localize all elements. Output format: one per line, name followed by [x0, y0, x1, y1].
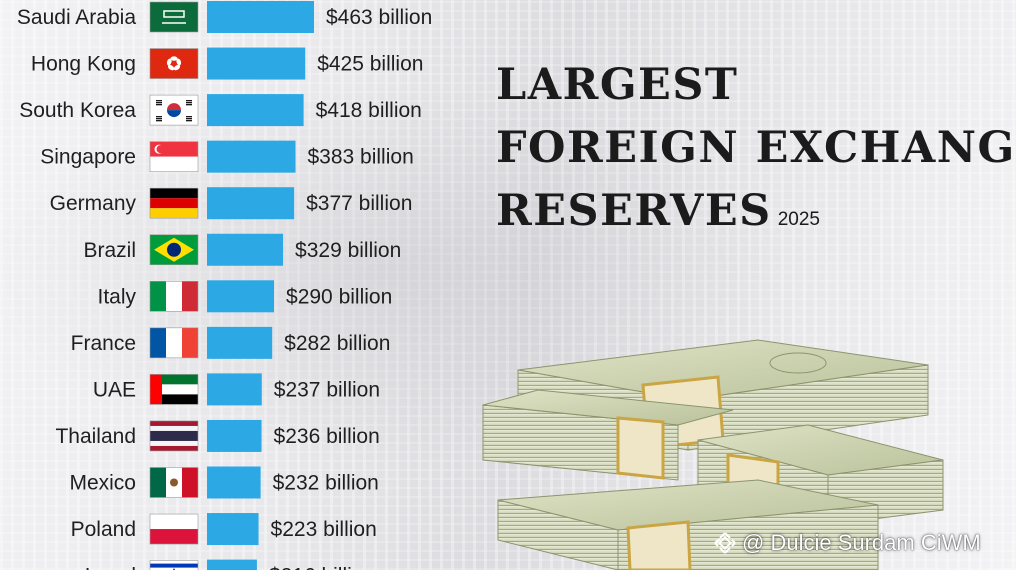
- uae-flag: [149, 374, 199, 405]
- country-label-saudi-arabia: Saudi Arabia: [17, 6, 136, 29]
- chart-row-south-korea: South Korea $418 billion: [19, 94, 422, 127]
- bar-poland: [207, 513, 259, 546]
- value-label-france: $282 billion: [284, 332, 390, 355]
- value-label-singapore: $383 billion: [308, 146, 414, 169]
- country-label-south-korea: South Korea: [19, 99, 136, 122]
- bar-hong-kong: [207, 47, 306, 80]
- money-stack-bottom: [497, 479, 879, 570]
- value-label-hong-kong: $425 billion: [317, 53, 423, 76]
- saudi-arabia-flag: [149, 1, 199, 33]
- israel-flag: [149, 560, 199, 570]
- chart-row-poland: Poland $223 billion: [71, 513, 377, 546]
- value-label-brazil: $329 billion: [295, 239, 401, 262]
- bar-mexico: [207, 466, 261, 499]
- bar-singapore: [207, 140, 296, 173]
- poland-flag: [149, 513, 199, 545]
- value-label-poland: $223 billion: [271, 518, 377, 541]
- bar-uae: [207, 373, 262, 406]
- bar-israel: [207, 559, 257, 570]
- country-label-italy: Italy: [97, 285, 136, 308]
- title-year: 2025: [777, 209, 821, 230]
- value-label-italy: $290 billion: [286, 285, 392, 308]
- country-label-hong-kong: Hong Kong: [31, 53, 136, 76]
- singapore-flag: [149, 141, 199, 172]
- bar-south-korea: [207, 94, 304, 127]
- watermark: @ Dulcie Surdam CiWM: [712, 530, 981, 556]
- bar-saudi-arabia: [207, 1, 314, 33]
- watermark-text: @ Dulcie Surdam CiWM: [742, 530, 981, 555]
- bar-thailand: [207, 419, 262, 452]
- chart-title: LARGEST FOREIGN EXCHANGE RESERVES 2025: [496, 54, 1016, 251]
- value-label-uae: $237 billion: [274, 378, 380, 401]
- bar-italy: [207, 280, 275, 313]
- value-label-mexico: $232 billion: [273, 472, 379, 495]
- value-label-saudi-arabia: $463 billion: [326, 6, 432, 29]
- south-korea-flag: [149, 94, 199, 126]
- brazil-flag: [149, 234, 199, 266]
- chart-row-uae: UAE $237 billion: [93, 373, 380, 406]
- value-label-germany: $377 billion: [306, 192, 412, 215]
- reserves-bar-chart: Saudi Arabia $463 billion Hong Kong $425 bi…: [0, 0, 480, 570]
- country-label-germany: Germany: [50, 192, 137, 215]
- france-flag: [149, 327, 199, 359]
- value-label-south-korea: $418 billion: [316, 99, 422, 122]
- money-stacks-illustration: [482, 339, 944, 570]
- chart-svg: Saudi Arabia $463 billion Hong Kong $425 bi…: [17, 1, 432, 570]
- country-label-thailand: Thailand: [55, 425, 136, 448]
- hong-kong-flag: [149, 48, 199, 79]
- country-label-singapore: Singapore: [40, 146, 136, 169]
- chart-row-saudi-arabia: Saudi Arabia $463 billion: [17, 1, 432, 33]
- bar-brazil: [207, 233, 284, 266]
- country-label-france: France: [71, 332, 136, 355]
- italy-flag: [149, 280, 199, 312]
- chart-row-mexico: Mexico $232 billion: [69, 466, 379, 499]
- country-label-israel: Israel: [85, 565, 136, 570]
- chart-row-hong-kong: Hong Kong $425 billion: [31, 47, 423, 80]
- value-label-israel: $216 billion: [269, 565, 375, 570]
- money-stack-left: [482, 389, 734, 481]
- chart-row-israel: Israel $216 billion: [85, 559, 375, 570]
- germany-flag: [149, 187, 199, 219]
- binance-diamond-icon: [714, 532, 736, 554]
- mexico-flag: [149, 467, 199, 498]
- value-label-thailand: $236 billion: [274, 425, 380, 448]
- chart-row-france: France $282 billion: [71, 326, 390, 359]
- thailand-flag: [149, 420, 199, 452]
- title-line-1: LARGEST: [496, 60, 739, 110]
- chart-row-thailand: Thailand $236 billion: [55, 419, 380, 452]
- country-label-uae: UAE: [93, 378, 136, 401]
- bar-germany: [207, 187, 295, 220]
- title-line-2: FOREIGN EXCHANGE: [496, 123, 1016, 173]
- chart-row-singapore: Singapore $383 billion: [40, 140, 414, 173]
- chart-row-italy: Italy $290 billion: [97, 280, 392, 313]
- title-line-3-text: RESERVES: [496, 186, 772, 236]
- country-label-poland: Poland: [71, 518, 136, 541]
- country-label-brazil: Brazil: [83, 239, 136, 262]
- chart-row-germany: Germany $377 billion: [50, 187, 412, 220]
- title-line-3: RESERVES 2025: [496, 180, 1016, 251]
- country-label-mexico: Mexico: [69, 472, 136, 495]
- bar-france: [207, 326, 273, 359]
- chart-row-brazil: Brazil $329 billion: [83, 233, 401, 266]
